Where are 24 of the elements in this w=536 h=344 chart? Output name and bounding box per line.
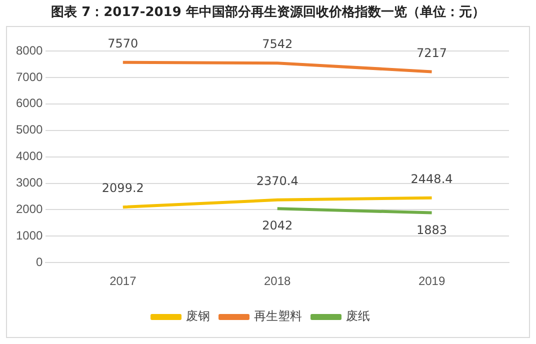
data-label: 1883 (416, 222, 448, 237)
y-tick-label: 0 (36, 254, 44, 269)
chart-title: 图表 7：2017-2019 年中国部分再生资源回收价格指数一览（单位：元） (50, 4, 486, 22)
data-label: 2370.4 (256, 174, 298, 188)
legend-label: 废钢 (186, 309, 210, 324)
legend-label: 再生塑料 (254, 309, 302, 324)
y-tick-label: 5000 (16, 122, 44, 137)
legend-label: 废纸 (346, 309, 370, 324)
y-tick-label: 6000 (16, 96, 44, 110)
y-tick-label: 7000 (16, 70, 44, 84)
data-label: 7570 (108, 36, 138, 50)
y-tick-label: 1000 (16, 228, 44, 242)
y-tick-label: 3000 (16, 176, 44, 190)
x-tick-label: 2018 (264, 274, 292, 288)
y-tick-label: 8000 (16, 43, 44, 58)
y-tick-label: 4000 (16, 149, 44, 164)
data-label: 2099.2 (102, 181, 144, 196)
x-tick-label: 2017 (110, 274, 137, 288)
x-tick-label: 2019 (418, 274, 446, 288)
data-label: 7217 (416, 46, 448, 60)
y-tick-label: 2000 (16, 202, 44, 216)
data-label: 2448.4 (410, 172, 453, 186)
data-label: 2042 (262, 218, 293, 233)
data-label: 7542 (262, 37, 293, 52)
